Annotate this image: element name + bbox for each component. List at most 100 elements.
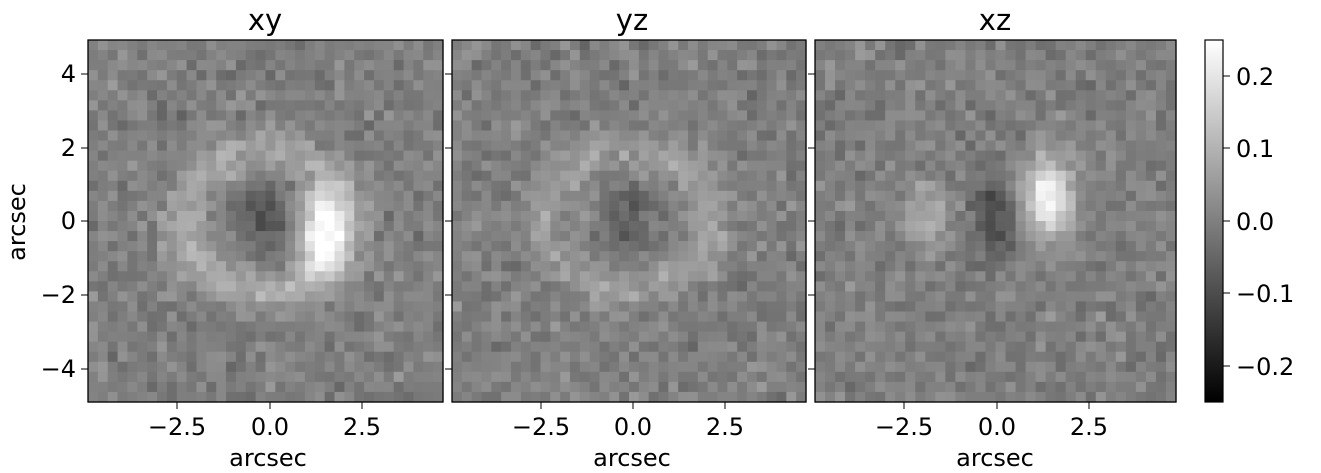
heatmap-cell <box>570 210 581 222</box>
heatmap-cell <box>364 231 375 242</box>
heatmap-cell <box>825 190 836 202</box>
heatmap-cell <box>1055 170 1067 182</box>
heatmap-cell <box>354 291 365 303</box>
heatmap-cell <box>285 221 296 232</box>
heatmap-cell <box>1165 311 1177 323</box>
heatmap-cell <box>935 140 946 152</box>
heatmap-cell <box>176 40 188 51</box>
heatmap-cell <box>599 120 610 132</box>
heatmap-cell <box>1105 90 1117 101</box>
heatmap-cell <box>865 311 876 323</box>
heatmap-cell <box>579 231 591 242</box>
heatmap-cell <box>855 221 866 232</box>
heatmap-cell <box>147 90 158 101</box>
heatmap-cell <box>835 311 846 323</box>
heatmap-cell <box>995 231 1007 242</box>
heatmap-cell <box>461 291 473 303</box>
heatmap-cell <box>1115 40 1127 51</box>
heatmap-cell <box>176 200 188 212</box>
heatmap-cell <box>501 140 512 152</box>
heatmap-cell <box>461 190 473 202</box>
heatmap-cell <box>1135 321 1147 333</box>
heatmap-cell <box>599 150 610 162</box>
heatmap-cell <box>629 130 640 142</box>
heatmap-cell <box>965 341 977 353</box>
heatmap-cell <box>344 170 355 182</box>
heatmap-cell <box>865 80 876 91</box>
heatmap-cell <box>285 231 296 242</box>
heatmap-cell <box>1045 241 1057 252</box>
heatmap-cell <box>334 40 345 51</box>
heatmap-cell <box>88 231 99 242</box>
heatmap-cell <box>707 200 719 212</box>
heatmap-cell <box>756 60 768 71</box>
heatmap-cell <box>609 341 620 353</box>
heatmap-cell <box>235 311 247 323</box>
heatmap-cell <box>955 271 967 282</box>
heatmap-cell <box>481 271 492 282</box>
heatmap-cell <box>403 160 415 172</box>
heatmap-cell <box>619 291 630 303</box>
heatmap-cell <box>383 391 395 403</box>
heatmap-cell <box>520 391 532 403</box>
heatmap-cell <box>324 271 336 282</box>
heatmap-cell <box>1015 381 1027 393</box>
heatmap-cell <box>796 150 807 162</box>
heatmap-cell <box>985 311 997 323</box>
heatmap-cell <box>344 221 355 232</box>
heatmap-cell <box>176 100 188 111</box>
heatmap-cell <box>609 50 620 61</box>
heatmap-cell <box>1095 60 1107 71</box>
heatmap-cell <box>471 90 483 101</box>
heatmap-cell <box>985 130 997 142</box>
heatmap-cell <box>619 50 630 61</box>
heatmap-cell <box>530 331 542 343</box>
heatmap-cell <box>560 120 571 132</box>
heatmap-cell <box>658 180 669 192</box>
heatmap-cell <box>1155 221 1167 232</box>
heatmap-cell <box>1075 301 1087 313</box>
heatmap-cell <box>629 200 640 212</box>
heatmap-cell <box>275 40 286 51</box>
heatmap-cell <box>540 150 551 162</box>
heatmap-cell <box>1165 301 1177 313</box>
heatmap-cell <box>995 210 1007 222</box>
heatmap-cell <box>501 180 512 192</box>
heatmap-cell <box>985 271 997 282</box>
heatmap-cell <box>707 190 719 202</box>
heatmap-cell <box>166 80 178 91</box>
heatmap-cell <box>599 110 610 122</box>
heatmap-cell <box>344 90 355 101</box>
heatmap-cell <box>747 90 758 101</box>
heatmap-cell <box>157 180 168 192</box>
heatmap-cell <box>364 130 375 142</box>
heatmap-cell <box>127 361 138 373</box>
heatmap-cell <box>629 361 640 373</box>
heatmap-cell <box>314 381 326 393</box>
heatmap-cell <box>255 361 267 373</box>
heatmap-cell <box>707 371 719 383</box>
heatmap-cell <box>550 170 561 182</box>
heatmap-cell <box>629 110 640 122</box>
heatmap-cell <box>117 331 129 343</box>
panel-xy-xtick-label: 0.0 <box>251 413 289 441</box>
heatmap-cell <box>265 90 276 101</box>
heatmap-cell <box>157 60 168 71</box>
heatmap-cell <box>383 150 395 162</box>
heatmap-cell <box>895 391 906 403</box>
heatmap-cell <box>107 140 119 152</box>
heatmap-cell <box>1165 120 1177 132</box>
heatmap-cell <box>915 221 926 232</box>
heatmap-cell <box>776 371 787 383</box>
heatmap-cell <box>885 281 896 292</box>
heatmap-cell <box>127 60 138 71</box>
heatmap-cell <box>609 80 620 91</box>
heatmap-cell <box>845 381 856 393</box>
heatmap-cell <box>995 261 1007 272</box>
heatmap-cell <box>481 361 492 373</box>
heatmap-cell <box>648 110 660 122</box>
heatmap-cell <box>935 251 946 262</box>
heatmap-cell <box>1155 381 1167 393</box>
heatmap-cell <box>776 281 787 292</box>
heatmap-cell <box>452 311 463 323</box>
